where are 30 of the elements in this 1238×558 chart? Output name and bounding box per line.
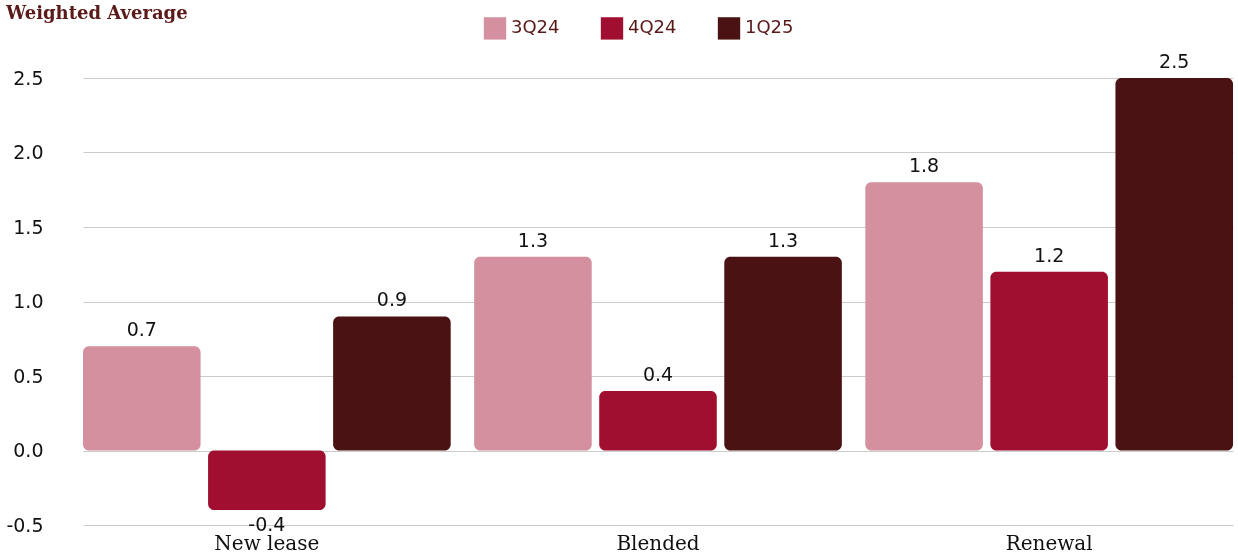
- y-tick-label: 1.5: [13, 215, 44, 238]
- x-tick-label: Blended: [616, 530, 700, 555]
- y-tick-label: 2.0: [13, 141, 44, 163]
- y-tick-label: 0.0: [13, 439, 44, 461]
- legend-label: 4Q24: [628, 16, 677, 38]
- y-tick-label: 2.5: [13, 66, 44, 89]
- data-label: 1.2: [1034, 243, 1065, 266]
- y-tick-label: 0.5: [13, 364, 44, 387]
- data-label: 0.7: [126, 318, 157, 341]
- data-label: 1.8: [908, 154, 940, 177]
- data-label: 1.3: [767, 228, 799, 251]
- x-tick-label: Renewal: [1005, 530, 1093, 555]
- y-tick-label: -0.5: [6, 513, 44, 536]
- bar: [83, 346, 201, 451]
- bar: [599, 390, 717, 451]
- legend-label: 1Q25: [745, 16, 794, 38]
- data-label: 0.9: [376, 288, 408, 311]
- bar: [724, 256, 842, 451]
- bar: [474, 256, 592, 451]
- bar: [333, 316, 451, 451]
- data-label: 0.4: [642, 362, 674, 385]
- chart-title: Weighted Average: [4, 2, 188, 23]
- data-label: 1.3: [517, 228, 549, 251]
- y-tick-label: 1.0: [13, 290, 44, 312]
- bar: [990, 271, 1108, 451]
- bar: [865, 182, 983, 451]
- data-label: 2.5: [1159, 50, 1190, 72]
- bar: [1115, 78, 1233, 451]
- bar: [208, 450, 326, 511]
- legend-label: 3Q24: [511, 16, 560, 38]
